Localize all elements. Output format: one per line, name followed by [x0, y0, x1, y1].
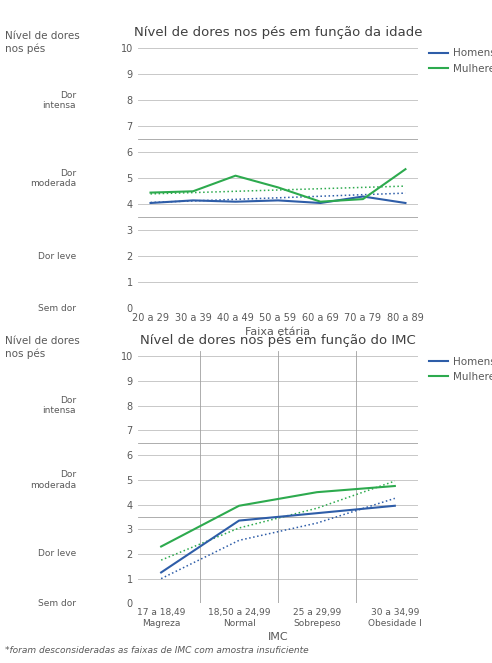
Mulheres [392, 482, 398, 490]
Text: Dor
moderada: Dor moderada [30, 470, 76, 489]
Text: Dor
intensa: Dor intensa [43, 396, 76, 416]
Mulheres [236, 502, 242, 510]
Mulheres [314, 488, 320, 496]
Homens [190, 196, 196, 204]
Homens [233, 198, 239, 206]
Title: Nível de dores nos pés em função da idade: Nível de dores nos pés em função da idad… [134, 26, 422, 39]
Homens [275, 196, 281, 204]
Homens [392, 502, 398, 510]
Line: Homens: Homens [151, 196, 405, 203]
Mulheres [402, 165, 408, 173]
Legend: Homens, Mulheres: Homens, Mulheres [429, 48, 492, 74]
Line: Homens: Homens [161, 506, 395, 572]
Homens [148, 199, 154, 207]
Legend: Homens, Mulheres: Homens, Mulheres [429, 357, 492, 382]
Text: Dor leve: Dor leve [38, 252, 76, 261]
Mulheres [190, 188, 196, 196]
Title: Nível de dores nos pés em função do IMC: Nível de dores nos pés em função do IMC [140, 334, 416, 347]
Mulheres [158, 542, 164, 550]
Mulheres [317, 198, 323, 206]
Mulheres [148, 188, 154, 196]
Text: Sem dor: Sem dor [38, 599, 76, 608]
Mulheres [360, 195, 366, 203]
X-axis label: IMC: IMC [268, 633, 288, 642]
Homens [314, 509, 320, 517]
Homens [317, 199, 323, 207]
Line: Mulheres: Mulheres [151, 169, 405, 202]
X-axis label: Faixa etária: Faixa etária [246, 328, 310, 337]
Text: Sem dor: Sem dor [38, 304, 76, 313]
Line: Mulheres: Mulheres [161, 486, 395, 546]
Homens [236, 516, 242, 524]
Homens [360, 192, 366, 200]
Text: nos pés: nos pés [5, 348, 45, 359]
Homens [158, 568, 164, 576]
Mulheres [233, 172, 239, 180]
Text: *foram desconsideradas as faixas de IMC com amostra insuficiente: *foram desconsideradas as faixas de IMC … [5, 646, 308, 655]
Homens [402, 199, 408, 207]
Mulheres [275, 184, 281, 192]
Text: Dor
intensa: Dor intensa [43, 91, 76, 110]
Text: Nível de dores: Nível de dores [5, 31, 80, 42]
Text: nos pés: nos pés [5, 43, 45, 54]
Text: Nível de dores: Nível de dores [5, 336, 80, 347]
Text: Dor
moderada: Dor moderada [30, 168, 76, 188]
Text: Dor leve: Dor leve [38, 550, 76, 558]
